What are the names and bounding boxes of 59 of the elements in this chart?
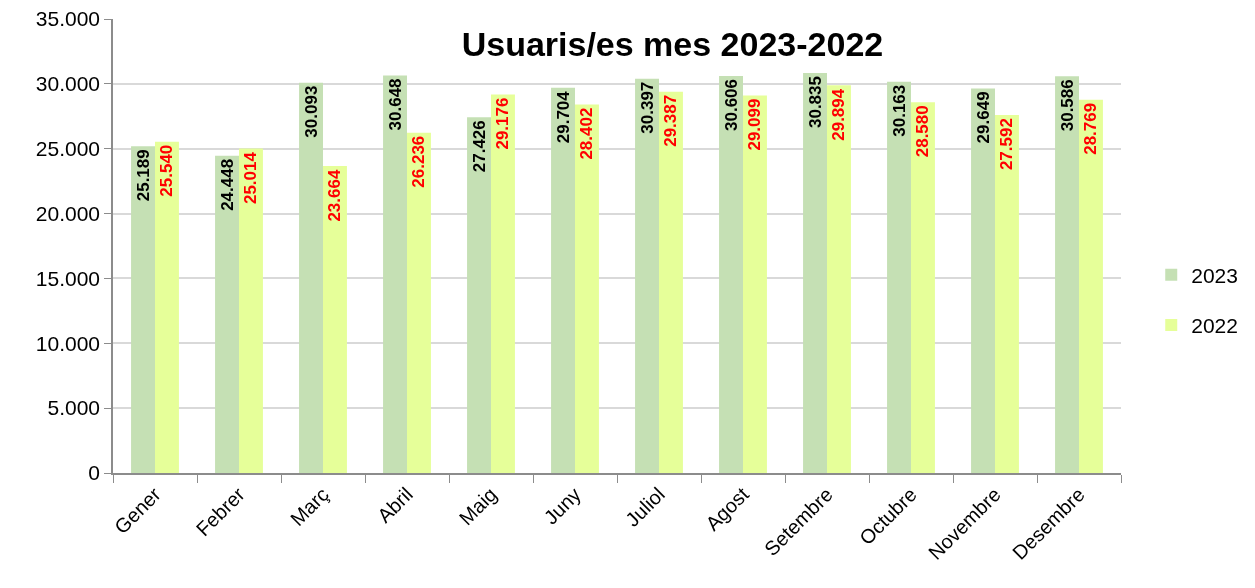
bar — [635, 78, 659, 473]
bar — [887, 81, 911, 473]
bar — [491, 94, 515, 473]
bar — [911, 102, 935, 473]
bar — [323, 166, 347, 473]
chart-title: Usuaris/es mes 2023-2022 — [461, 24, 884, 63]
data-label: 27.426 — [469, 120, 489, 173]
data-label: 28.402 — [577, 107, 597, 160]
data-label: 30.093 — [301, 85, 321, 138]
data-label: 29.387 — [661, 94, 681, 147]
legend-label: 2023 — [1191, 263, 1238, 287]
data-label: 30.835 — [805, 76, 825, 129]
y-tick-label: 10.000 — [35, 331, 101, 355]
data-label: 28.580 — [913, 105, 933, 158]
data-label: 25.189 — [133, 149, 153, 202]
bar — [215, 155, 239, 473]
y-tick-label: 0 — [88, 461, 101, 485]
bar — [239, 148, 263, 473]
bar — [659, 91, 683, 473]
bar — [299, 82, 323, 473]
bar — [467, 117, 491, 473]
y-tick-label: 30.000 — [35, 72, 101, 96]
data-label: 29.649 — [973, 91, 993, 144]
data-label: 29.176 — [493, 97, 513, 150]
data-label: 30.163 — [889, 84, 909, 137]
data-label: 28.769 — [1081, 102, 1101, 155]
data-label: 29.894 — [829, 88, 849, 141]
bar — [743, 95, 767, 473]
data-label: 26.236 — [409, 135, 429, 188]
legend-label: 2022 — [1191, 314, 1238, 338]
data-label: 29.704 — [553, 90, 573, 144]
data-label: 30.397 — [637, 81, 657, 134]
y-tick-label: 25.000 — [35, 137, 101, 161]
data-label: 30.648 — [385, 78, 405, 131]
data-label: 25.014 — [241, 151, 261, 205]
bar — [719, 76, 743, 473]
bar — [383, 75, 407, 473]
bar — [131, 146, 155, 473]
y-tick-label: 5.000 — [47, 396, 101, 420]
bar — [551, 87, 575, 473]
data-label: 30.606 — [721, 79, 741, 131]
data-label: 25.540 — [157, 144, 177, 197]
bar — [575, 104, 599, 473]
y-tick-label: 20.000 — [35, 201, 101, 225]
bar — [407, 132, 431, 473]
bar — [827, 85, 851, 473]
y-tick-label: 35.000 — [35, 7, 101, 31]
data-label: 30.586 — [1057, 79, 1077, 132]
bar — [971, 88, 995, 473]
data-label: 29.099 — [745, 98, 765, 151]
data-label: 23.664 — [325, 169, 345, 222]
data-label: 27.592 — [997, 118, 1017, 171]
bar — [1055, 76, 1079, 473]
bar — [803, 73, 827, 473]
bar — [1079, 99, 1103, 473]
bar — [155, 141, 179, 473]
data-label: 24.448 — [217, 158, 237, 211]
bar — [995, 115, 1019, 473]
y-tick-label: 15.000 — [35, 266, 101, 290]
